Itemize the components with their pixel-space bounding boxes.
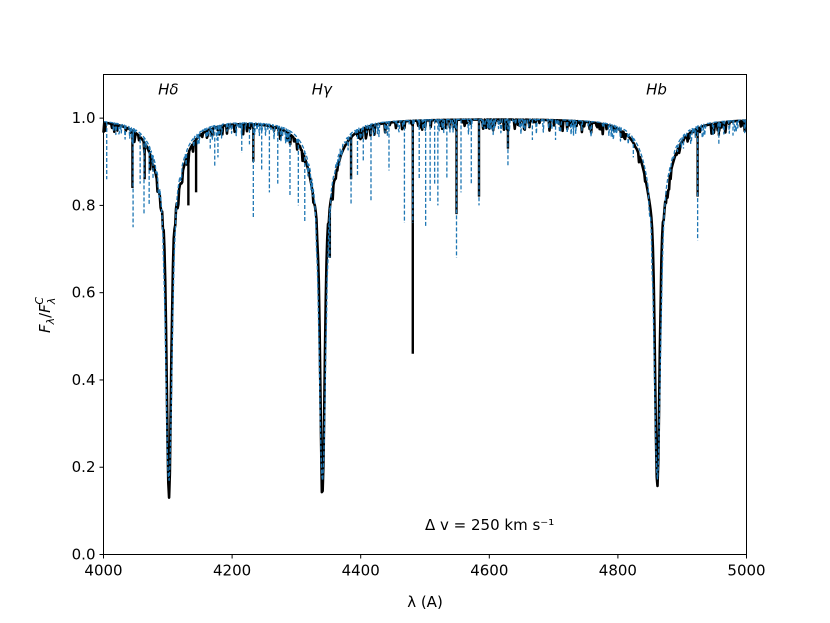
y-tick-label: 0.8 xyxy=(72,196,96,214)
x-tick-label: 4000 xyxy=(84,562,122,580)
line-labels-layer: Hδ Hγ Hb xyxy=(158,81,667,99)
x-tick-label: 4400 xyxy=(342,562,380,580)
y-axis-label: Fλ/FλC xyxy=(33,297,58,333)
x-tick-label: 4800 xyxy=(599,562,637,580)
y-tick-label: 0.0 xyxy=(72,546,96,564)
y-tick-label: 0.4 xyxy=(72,371,96,389)
y-tick-label: 1.0 xyxy=(72,109,96,127)
line-label: Hb xyxy=(646,81,667,99)
spectrum-line-dashed xyxy=(103,118,747,482)
x-tick-label: 5000 xyxy=(727,562,765,580)
series-dashed xyxy=(103,118,747,482)
x-tick-label: 4600 xyxy=(470,562,508,580)
y-tick-label: 0.2 xyxy=(72,458,96,476)
series-layer xyxy=(102,118,747,499)
line-label: Hγ xyxy=(312,81,333,99)
velocity-annotation: Δ v = 250 km s⁻¹ xyxy=(425,516,554,534)
x-tick-label: 4200 xyxy=(213,562,251,580)
line-label: Hδ xyxy=(158,81,178,99)
plot-frame xyxy=(103,74,747,555)
x-axis-label: λ (A) xyxy=(407,593,443,611)
ticks-layer: 4000 4200 4400 4600 4800 5000 0.0 0.2 0.4 0.6 0.8 1… xyxy=(72,109,766,579)
y-tick-label: 0.6 xyxy=(72,284,96,302)
